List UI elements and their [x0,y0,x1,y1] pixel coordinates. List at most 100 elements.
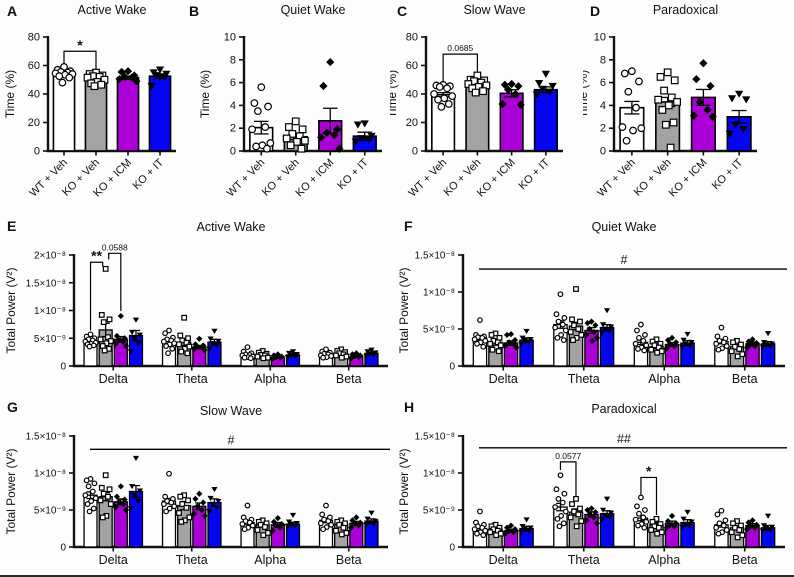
scatter-point-triangle [128,484,136,490]
scatter-point-square [571,322,577,329]
significance-label: * [77,37,83,53]
scatter-point-diamond [664,518,672,525]
scatter-point-triangle [289,512,297,518]
scatter-point-square [736,346,743,352]
scatter-point-circle [239,521,246,527]
scatter-point-square [736,527,743,533]
scatter-point-circle [714,511,721,518]
scatter-point-triangle [688,340,695,346]
x-tick-label: Theta [568,553,600,567]
scatter-point-square [488,332,495,338]
scatter-point-square [577,505,583,512]
scatter-point-circle [557,472,564,479]
scatter-point-circle [642,332,648,338]
scatter-point-square [260,355,267,362]
scatter-point-circle [252,142,261,151]
scatter-point-square [292,137,301,146]
y-tick-label: 80 [406,32,418,44]
scatter-point-triangle [289,349,297,355]
scatter-point-triangle [525,528,532,534]
panel-a-active-wake-time: A Active Wake Time (%) 0 20 40 60 80 WT + Veh KO… [0,0,182,215]
scatter-point-square [107,338,114,344]
y-tick-label: 1.5×10⁻⁸ [415,432,455,443]
panel-letter-a: A [7,3,18,19]
scatter-point-square [471,88,480,97]
scatter-point-diamond [278,520,285,528]
scatter-point-diamond [744,344,751,351]
scatter-point-circle [634,327,640,334]
scatter-point-circle [319,511,326,518]
scatter-point-diamond [121,335,128,342]
chart-h: Paradoxical Total Power (V²) 0 5×10⁻⁹ 1×10⁻⁸… [397,396,794,575]
scatter-point-circle [643,518,650,525]
scatter-point-triangle [364,516,371,522]
scatter-point-diamond [663,345,670,352]
scatter-point-triangle [762,342,770,348]
scatter-point-triangle [213,505,220,511]
scatter-point-square [567,329,574,335]
y-axis-label: Total Power (V²) [4,267,18,353]
scatter-point-square [660,86,668,95]
scatter-point-circle [632,516,639,523]
panel-letter-g: G [7,399,19,415]
scatter-point-square [97,336,104,343]
scatter-point-diamond [699,59,708,68]
scatter-point-diamond [663,524,670,531]
scatter-point-triangle [207,336,214,342]
scatter-point-diamond [695,97,704,107]
scatter-point-square [298,125,307,134]
scatter-point-circle [163,508,170,515]
scatter-point-circle [160,338,167,345]
panel-title: Slow Wave [463,3,525,17]
scatter-point-diamond [692,75,701,84]
scatter-point-square [654,95,663,104]
scatter-point-circle [641,347,648,354]
scatter-point-triangle [285,519,293,525]
scatter-point-square [106,486,113,493]
scatter-point-square [343,530,350,536]
significance-label: # [621,253,628,267]
y-tick-label: 0 [60,362,66,373]
scatter-point-triangle [606,515,613,521]
scatter-point-circle [241,526,248,533]
scatter-point-square [658,106,667,114]
scatter-point-triangle [215,338,222,344]
scatter-point-square [260,532,267,539]
scatter-point-square [90,82,99,91]
scatter-point-circle [554,334,561,341]
scatter-point-circle [641,524,648,531]
x-tick-label: Delta [489,553,518,567]
x-tick-label: Alpha [648,553,680,567]
scatter-point-square [663,68,672,77]
scatter-point-square [656,72,665,81]
scatter-point-circle [477,508,483,515]
x-tick-label: KO + IT [131,156,167,192]
scatter-point-circle [714,333,721,340]
scatter-point-circle [558,513,565,519]
scatter-point-triangle [206,346,213,352]
scatter-point-circle [627,67,636,76]
scatter-point-triangle [767,527,774,533]
scatter-point-diamond [192,495,199,502]
scatter-point-circle [636,334,642,341]
scatter-point-square [489,346,496,353]
scatter-point-diamond [348,524,355,531]
scatter-point-triangle [128,329,136,335]
scatter-point-square [178,348,185,355]
scatter-point-circle [166,327,172,334]
scatter-point-diamond [753,521,760,528]
scatter-point-circle [257,83,266,92]
scatter-point-triangle [152,72,161,80]
scatter-point-diamond [666,340,674,347]
scatter-point-triangle [688,519,695,525]
scatter-point-diamond [588,505,595,512]
scatter-point-circle [634,503,640,510]
scatter-point-diamond [198,506,205,514]
scatter-point-circle [642,507,648,513]
scatter-point-diamond [749,517,756,524]
scatter-point-circle [435,82,444,91]
y-axis-label: Time (%) [3,70,17,118]
scatter-point-triangle [603,308,611,314]
